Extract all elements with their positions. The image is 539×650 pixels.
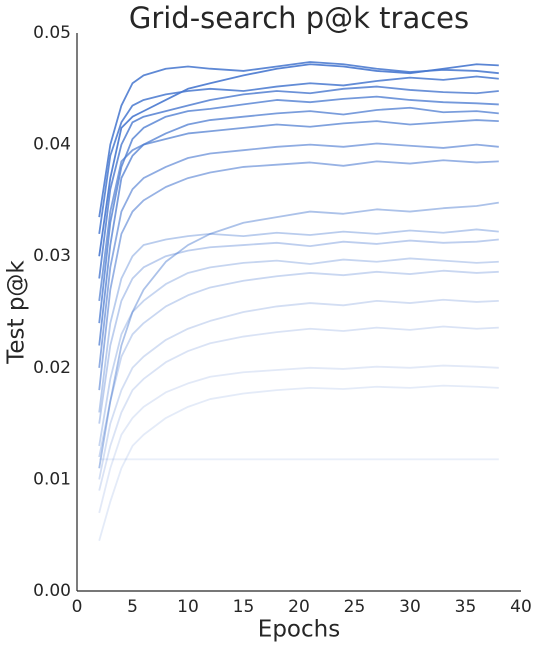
trace-line bbox=[98, 298, 499, 480]
trace-line bbox=[98, 159, 499, 391]
x-tick-label: 5 bbox=[127, 597, 138, 617]
y-tick-label: 0.01 bbox=[33, 469, 71, 489]
y-tick-label: 0.04 bbox=[33, 135, 71, 155]
trace-line bbox=[98, 106, 499, 346]
x-axis-label: Epochs bbox=[258, 617, 340, 643]
trace-line bbox=[98, 364, 499, 514]
y-tick-label: 0.00 bbox=[33, 581, 71, 601]
trace-line bbox=[98, 119, 499, 301]
x-tick-label: 15 bbox=[233, 597, 255, 617]
trace-line bbox=[98, 201, 499, 469]
trace-line bbox=[98, 228, 499, 413]
trace-line bbox=[98, 269, 499, 458]
trace-line bbox=[98, 238, 499, 424]
trace-line bbox=[98, 85, 499, 279]
trace-line bbox=[98, 75, 499, 235]
x-tick-label: 25 bbox=[344, 597, 366, 617]
chart-title: Grid-search p@k traces bbox=[129, 1, 469, 35]
x-tick-label: 0 bbox=[72, 597, 83, 617]
x-tick-label: 20 bbox=[288, 597, 310, 617]
trace-line bbox=[98, 384, 499, 542]
y-axis-label: Test p@k bbox=[4, 260, 30, 365]
y-tick-label: 0.02 bbox=[33, 358, 71, 378]
plot-area bbox=[98, 61, 499, 542]
trace-line bbox=[98, 257, 499, 447]
trace-line bbox=[98, 325, 499, 491]
x-tick-label: 40 bbox=[510, 597, 532, 617]
trace-line bbox=[98, 95, 499, 324]
x-tick-label: 10 bbox=[177, 597, 199, 617]
trace-line bbox=[98, 61, 499, 218]
trace-line bbox=[98, 142, 499, 368]
y-tick-label: 0.05 bbox=[33, 23, 71, 43]
y-tick-label: 0.03 bbox=[33, 246, 71, 266]
x-tick-label: 35 bbox=[455, 597, 477, 617]
x-tick-label: 30 bbox=[399, 597, 421, 617]
